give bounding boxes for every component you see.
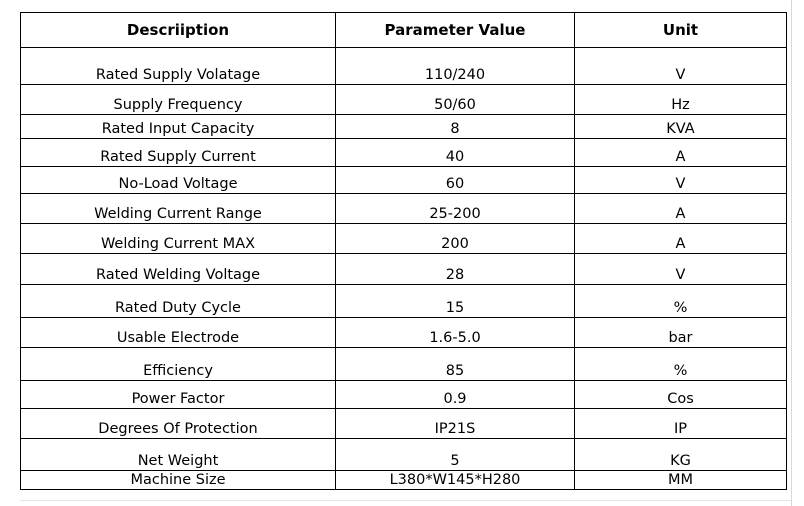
page-edge-right: [791, 0, 792, 506]
cell-description: Welding Current Range: [20, 193, 336, 224]
cell-unit: A: [574, 138, 787, 167]
cell-unit: Cos: [574, 380, 787, 409]
cell-value: 50/60: [335, 84, 575, 115]
cell-value: 40: [335, 138, 575, 167]
cell-description: Welding Current MAX: [20, 223, 336, 254]
cell-unit: V: [574, 166, 787, 194]
cell-description: Supply Frequency: [20, 84, 336, 115]
cell-unit: MM: [574, 470, 787, 490]
table-row: Rated Supply Current 40 A: [20, 138, 787, 167]
table-row: Rated Supply Volatage 110/240 V: [20, 47, 787, 85]
cell-unit: A: [574, 223, 787, 254]
table-row: Usable Electrode 1.6-5.0 bar: [20, 317, 787, 348]
cell-description: Rated Input Capacity: [20, 114, 336, 139]
cell-value: 8: [335, 114, 575, 139]
cell-description: Net Weight: [20, 438, 336, 471]
table-row: Welding Current MAX 200 A: [20, 223, 787, 254]
cell-value: 1.6-5.0: [335, 317, 575, 348]
page-edge-bottom: [20, 500, 791, 501]
cell-value: 0.9: [335, 380, 575, 409]
cell-value: 110/240: [335, 47, 575, 85]
table-row: Supply Frequency 50/60 Hz: [20, 84, 787, 115]
table-row: Rated Duty Cycle 15 %: [20, 284, 787, 318]
cell-unit: IP: [574, 408, 787, 439]
table-row: Degrees Of Protection IP21S IP: [20, 408, 787, 439]
cell-description: Machine Size: [20, 470, 336, 490]
cell-value: 5: [335, 438, 575, 471]
table-row: No-Load Voltage 60 V: [20, 166, 787, 194]
cell-description: Efficiency: [20, 347, 336, 381]
cell-value: 15: [335, 284, 575, 318]
header-description: Descriiption: [20, 12, 336, 48]
cell-value: 200: [335, 223, 575, 254]
cell-unit: A: [574, 193, 787, 224]
table-row: Rated Welding Voltage 28 V: [20, 253, 787, 285]
cell-value: 28: [335, 253, 575, 285]
spec-table: Descriiption Parameter Value Unit Rated …: [20, 12, 787, 490]
header-parameter-value: Parameter Value: [335, 12, 575, 48]
cell-unit: KG: [574, 438, 787, 471]
header-unit: Unit: [574, 12, 787, 48]
cell-value: 85: [335, 347, 575, 381]
cell-description: Rated Duty Cycle: [20, 284, 336, 318]
cell-value: 60: [335, 166, 575, 194]
cell-description: Rated Supply Volatage: [20, 47, 336, 85]
cell-description: Usable Electrode: [20, 317, 336, 348]
cell-value: L380*W145*H280: [335, 470, 575, 490]
header-row: Descriiption Parameter Value Unit: [20, 12, 787, 48]
cell-unit: %: [574, 284, 787, 318]
cell-unit: V: [574, 47, 787, 85]
cell-description: Power Factor: [20, 380, 336, 409]
table-row: Rated Input Capacity 8 KVA: [20, 114, 787, 139]
cell-unit: Hz: [574, 84, 787, 115]
cell-value: IP21S: [335, 408, 575, 439]
cell-unit: bar: [574, 317, 787, 348]
table-row: Machine Size L380*W145*H280 MM: [20, 470, 787, 490]
table-row: Net Weight 5 KG: [20, 438, 787, 471]
cell-unit: %: [574, 347, 787, 381]
table-row: Power Factor 0.9 Cos: [20, 380, 787, 409]
cell-value: 25-200: [335, 193, 575, 224]
cell-unit: V: [574, 253, 787, 285]
cell-description: Rated Supply Current: [20, 138, 336, 167]
cell-description: Degrees Of Protection: [20, 408, 336, 439]
cell-unit: KVA: [574, 114, 787, 139]
table-row: Welding Current Range 25-200 A: [20, 193, 787, 224]
cell-description: Rated Welding Voltage: [20, 253, 336, 285]
cell-description: No-Load Voltage: [20, 166, 336, 194]
table-row: Efficiency 85 %: [20, 347, 787, 381]
